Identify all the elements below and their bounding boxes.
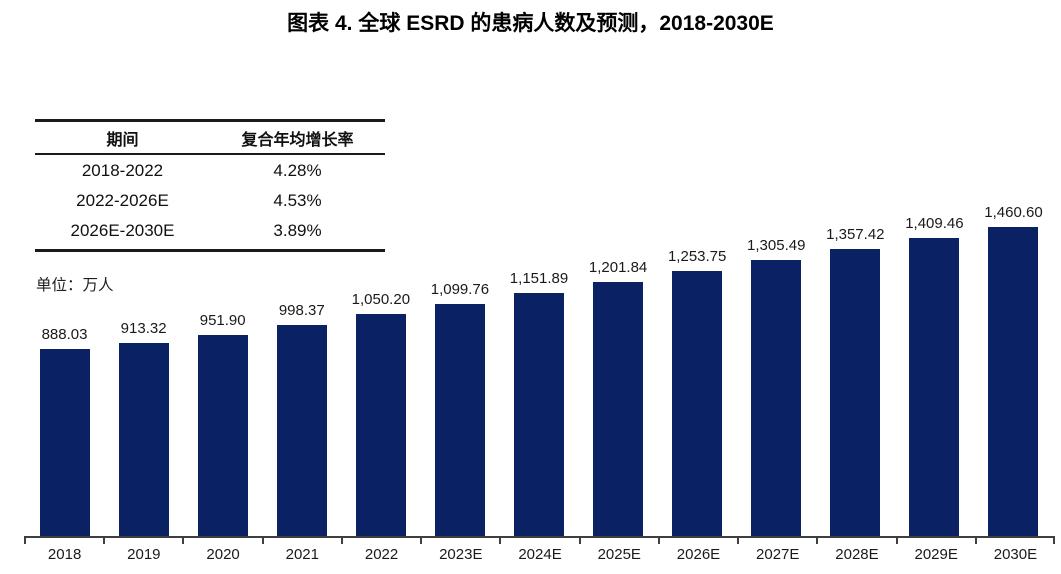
bar-slot-2030E: 1,460.60 [974,100,1053,537]
x-axis-tick [816,536,819,544]
x-axis-label-2024E: 2024E [518,546,562,563]
bar-value-label: 1,099.76 [430,281,490,298]
bar-slot-2018: 888.03 [25,100,104,537]
bar-slot-2029E: 1,409.46 [895,100,974,537]
x-axis-tick [578,536,581,544]
x-axis-tick [974,536,977,544]
bar-value-label: 888.03 [41,326,88,343]
x-axis-tick [261,536,264,544]
chart-title: 图表 4. 全球 ESRD 的患病人数及预测，2018-2030E [287,12,774,35]
cagr-cell: 4.53% [273,191,322,210]
bar-value-label: 1,409.46 [905,215,964,232]
bar-2028E [830,249,881,537]
bar-chart-plot-area: 888.03 913.32 951.90 998.37 1,050.20 1,099.76… [25,100,1053,537]
bar-2018 [39,349,90,537]
period-cell: 2018-2022 [81,161,164,180]
bar-slot-2023E: 1,099.76 [420,100,499,537]
bar-value-label: 913.32 [120,320,167,337]
bar-slot-2020: 951.90 [183,100,262,537]
bar-value-label: 1,253.75 [667,248,727,265]
bar-2026E [672,271,723,537]
bar-value-label: 998.37 [278,302,325,319]
x-axis-tick [895,536,898,544]
cagr-table-header-row: 期间 复合年均增长率 [35,119,385,155]
bar-2019 [118,343,169,537]
cagr-table-body: 2018-2022 4.28% 2022-2026E 4.53% 2026E-2030E… [35,155,385,252]
bar-slot-2025E: 1,201.84 [579,100,658,537]
cagr-table-row: 2026E-2030E 3.89% [35,216,385,246]
bar-slot-2027E: 1,305.49 [737,100,816,537]
bar-slot-2022: 1,050.20 [341,100,420,537]
x-axis-ticks [24,536,1055,544]
bar-2030E [988,227,1039,537]
x-axis-tick [340,536,343,544]
x-axis-label-2021: 2021 [285,546,319,563]
x-axis-tick [1053,536,1055,544]
x-axis-label-2019: 2019 [127,546,161,563]
x-axis-tick [737,536,740,544]
x-axis-label-2027E: 2027E [756,546,800,563]
cagr-table: 期间 复合年均增长率 2018-2022 4.28% 2022-2026E 4.53%… [35,119,385,252]
x-axis-label-2029E: 2029E [914,546,958,563]
bar-2023E [434,304,485,537]
bar-value-label: 951.90 [199,312,246,329]
x-axis-label-2023E: 2023E [439,546,483,563]
bar-slot-2028E: 1,357.42 [816,100,895,537]
x-axis-label-2026E: 2026E [676,546,721,563]
x-axis-label-2018: 2018 [47,546,82,563]
cagr-table-header-cagr: 复合年均增长率 [241,132,354,149]
bar-2021 [276,325,327,537]
bar-value-label: 1,305.49 [747,237,806,254]
bar-value-label: 1,151.89 [509,270,569,287]
x-axis-tick [420,536,423,544]
cagr-cell: 3.89% [273,221,322,240]
x-axis-tick [182,536,185,544]
period-cell: 2022-2026E [76,191,169,210]
bar-slot-2024E: 1,151.89 [499,100,578,537]
bar-2027E [751,260,802,537]
bar-value-label: 1,357.42 [826,226,885,243]
x-axis-label-2022: 2022 [364,546,399,563]
bar-2024E [514,293,564,537]
x-axis-tick [103,536,106,544]
x-axis-line [25,536,1055,538]
x-axis-label-2020: 2020 [206,546,240,563]
x-axis-tick [499,536,502,544]
x-axis-labels: 2018 2019 2020 2021 2022 2023E 2024E 2025E 2026E… [25,546,1055,563]
cagr-table-row: 2018-2022 4.28% [35,156,385,186]
bar-2025E [593,282,644,537]
x-axis-tick [657,536,660,544]
cagr-cell: 4.28% [273,161,322,180]
bar-slot-2026E: 1,253.75 [658,100,737,537]
period-cell: 2026E-2030E [70,221,175,240]
bar-2022 [355,314,406,537]
bar-2029E [909,238,960,537]
bar-2020 [197,335,248,537]
x-axis-label-2030E: 2030E [993,546,1038,563]
x-axis-tick [24,536,26,544]
unit-label: 单位：万人 [36,277,114,294]
bar-series: 888.03 913.32 951.90 998.37 1,050.20 1,099.76… [25,100,1053,537]
bar-value-label: 1,201.84 [588,259,648,276]
bar-value-label: 1,460.60 [984,204,1043,221]
x-axis-label-2028E: 2028E [835,546,879,563]
cagr-table-row: 2022-2026E 4.53% [35,186,385,216]
bar-slot-2021: 998.37 [262,100,341,537]
bar-slot-2019: 913.32 [104,100,183,537]
cagr-table-header-period: 期间 [106,132,139,149]
bar-value-label: 1,050.20 [351,291,411,308]
x-axis-label-2025E: 2025E [597,546,641,563]
